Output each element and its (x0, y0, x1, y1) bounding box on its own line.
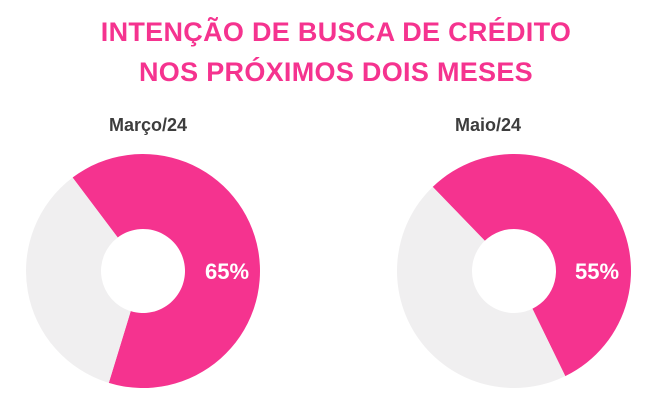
donut-slice-marco-sim (72, 154, 260, 388)
title-line-2: NOS PRÓXIMOS DOIS MESES (139, 57, 533, 87)
donut-value-label-maio: 55% (575, 259, 619, 284)
donut-slice-marco-resto (25, 177, 131, 383)
title-line-1: INTENÇÃO DE BUSCA DE CRÉDITO (100, 17, 572, 47)
chart-title-marco: Março/24 (108, 115, 188, 135)
chart-title-maio: Maio/24 (454, 115, 522, 135)
page-title: INTENÇÃO DE BUSCA DE CRÉDITO NOS PRÓXIMO… (0, 12, 672, 92)
donut-slice-maio-sim (432, 154, 631, 377)
donut-slice-maio-resto (396, 186, 566, 389)
donut-value-label-marco: 65% (205, 259, 249, 284)
